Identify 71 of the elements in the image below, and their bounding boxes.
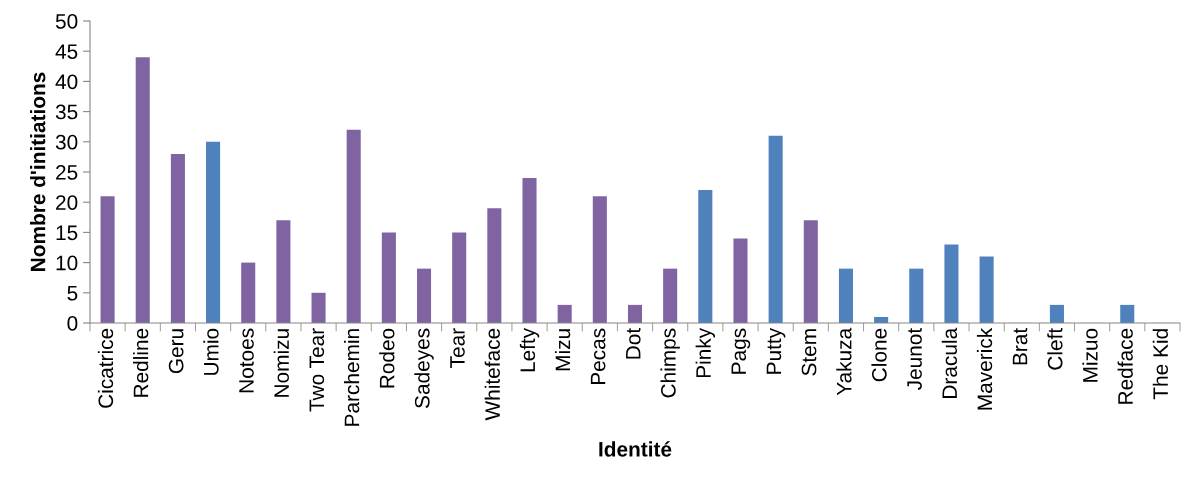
bar bbox=[311, 292, 326, 323]
bar bbox=[733, 238, 748, 323]
x-tick-label: Tear bbox=[450, 328, 465, 368]
bar bbox=[276, 220, 291, 323]
x-tick-label: Chimps bbox=[660, 328, 680, 398]
x-tick-label: Notoes bbox=[239, 328, 254, 393]
x-tick-label: Geru bbox=[168, 329, 184, 374]
bar bbox=[135, 57, 150, 323]
bar bbox=[944, 244, 959, 323]
y-tick-label: 10 bbox=[56, 255, 78, 271]
y-tick-label: 5 bbox=[67, 286, 78, 301]
bar bbox=[487, 208, 502, 323]
y-tick-label: 45 bbox=[55, 44, 78, 59]
x-tick-label: Pags bbox=[731, 328, 751, 374]
bar bbox=[1049, 304, 1064, 323]
x-tick-label: Dot bbox=[626, 328, 641, 359]
bar bbox=[979, 256, 994, 323]
x-tick-label: Rodeo bbox=[379, 328, 395, 388]
bar bbox=[522, 178, 537, 323]
y-tick-label: 15 bbox=[56, 225, 78, 241]
bar bbox=[698, 190, 713, 323]
x-tick-label: Pecas bbox=[590, 328, 606, 385]
bar bbox=[663, 268, 678, 323]
bar bbox=[170, 153, 185, 323]
y-tick-label: 20 bbox=[56, 195, 78, 210]
bar bbox=[768, 135, 783, 323]
x-tick-label: Clone bbox=[871, 328, 887, 382]
y-tick-label: 0 bbox=[67, 316, 78, 331]
x-tick-label: Two Tear bbox=[309, 328, 325, 412]
x-tick-label: Redline bbox=[133, 328, 149, 397]
bar bbox=[417, 268, 432, 323]
x-tick-label: Pinky bbox=[695, 327, 716, 378]
x-tick-label: Cleft bbox=[1047, 328, 1063, 370]
x-axis-title: Identité bbox=[599, 441, 672, 457]
bar bbox=[452, 232, 467, 323]
y-tick-label: 40 bbox=[55, 74, 78, 90]
x-tick-label: Dracula bbox=[941, 327, 958, 398]
y-tick-label: 25 bbox=[56, 165, 78, 180]
x-tick-label: Yakuza bbox=[836, 327, 852, 396]
x-tick-label: Lefty bbox=[519, 327, 540, 372]
bar bbox=[1120, 304, 1135, 323]
x-tick-label: Redface bbox=[1117, 328, 1133, 404]
bar bbox=[803, 220, 818, 323]
x-tick-label: Cicatrice bbox=[97, 328, 114, 408]
x-tick-label: Stem bbox=[801, 329, 817, 376]
x-tick-label: Nomizu bbox=[273, 329, 289, 397]
bar bbox=[381, 232, 396, 323]
x-tick-label: Putty bbox=[766, 327, 786, 374]
bar bbox=[241, 262, 256, 323]
y-axis-title: Nombre d'initiations bbox=[30, 72, 46, 271]
bar bbox=[100, 196, 115, 323]
bar bbox=[557, 304, 572, 323]
x-tick-label: Mizu bbox=[554, 329, 571, 371]
x-tick-label: Brat bbox=[1012, 328, 1028, 365]
x-tick-label: Umio bbox=[203, 328, 219, 375]
x-tick-label: Maverick bbox=[976, 327, 993, 410]
y-tick-label: 30 bbox=[55, 134, 78, 150]
x-tick-label: Mizuo bbox=[1082, 328, 1098, 382]
x-tick-label: The Kid bbox=[1152, 329, 1169, 400]
y-tick-label: 35 bbox=[55, 104, 78, 120]
x-tick-label: Sadeyes bbox=[414, 328, 434, 408]
bar bbox=[206, 141, 221, 323]
bar bbox=[627, 304, 643, 323]
bar bbox=[592, 196, 607, 323]
x-tick-label: Parchemin bbox=[344, 329, 360, 426]
bar bbox=[838, 268, 853, 323]
x-tick-label: Whiteface bbox=[484, 328, 500, 421]
bar bbox=[346, 129, 361, 323]
x-tick-label: Jeunot bbox=[907, 328, 922, 391]
y-tick-label: 50 bbox=[55, 14, 78, 29]
bar bbox=[909, 268, 924, 323]
